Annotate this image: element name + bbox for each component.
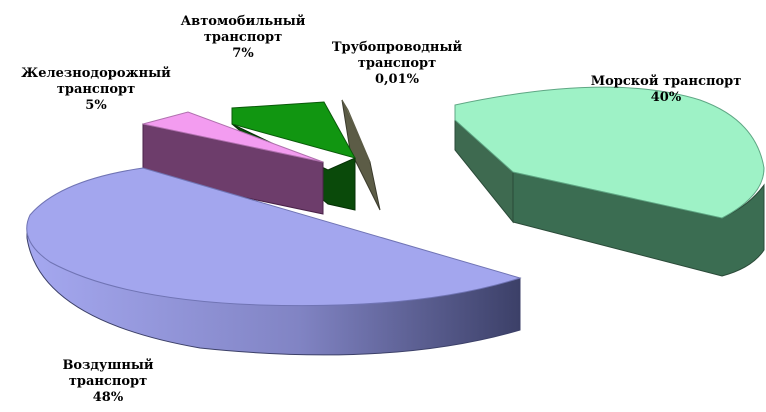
slice-auto-top: [231, 101, 357, 159]
label-auto-pct: 7%: [232, 46, 254, 61]
slice-air: [26, 167, 522, 356]
label-rail-pct: 5%: [85, 98, 107, 113]
slice-sea-rim: [512, 171, 765, 277]
slice-air-top: [26, 167, 522, 307]
label-air-name-2: транспорт: [68, 374, 148, 389]
label-pipeline-name-1: Трубопроводный: [331, 40, 463, 55]
label-auto: Автомобильный транспорт 7%: [158, 14, 328, 62]
label-sea-pct: 40%: [650, 90, 682, 105]
slice-pipeline: [341, 99, 381, 211]
label-air: Воздушный транспорт 48%: [28, 358, 188, 406]
label-sea: Морской транспорт 40%: [568, 74, 764, 106]
slice-rail-top: [142, 111, 324, 163]
label-rail-name-1: Железнодорожный: [21, 66, 171, 81]
label-air-name-1: Воздушный: [62, 358, 154, 373]
slice-pipeline-top: [341, 99, 371, 163]
label-rail: Железнодорожный транспорт 5%: [2, 66, 190, 114]
label-pipeline-pct: 0,01%: [374, 72, 419, 87]
label-pipeline: Трубопроводный транспорт 0,01%: [306, 40, 488, 88]
slice-sea-top: [454, 86, 765, 219]
label-sea-name: Морской транспорт: [590, 74, 742, 89]
label-rail-name-2: транспорт: [56, 82, 136, 97]
label-auto-name-1: Автомобильный: [180, 14, 306, 29]
label-air-pct: 48%: [92, 390, 124, 405]
slice-sea: [454, 86, 765, 277]
slice-rail: [142, 111, 324, 215]
label-pipeline-name-2: транспорт: [357, 56, 437, 71]
label-auto-name-2: транспорт: [203, 30, 283, 45]
